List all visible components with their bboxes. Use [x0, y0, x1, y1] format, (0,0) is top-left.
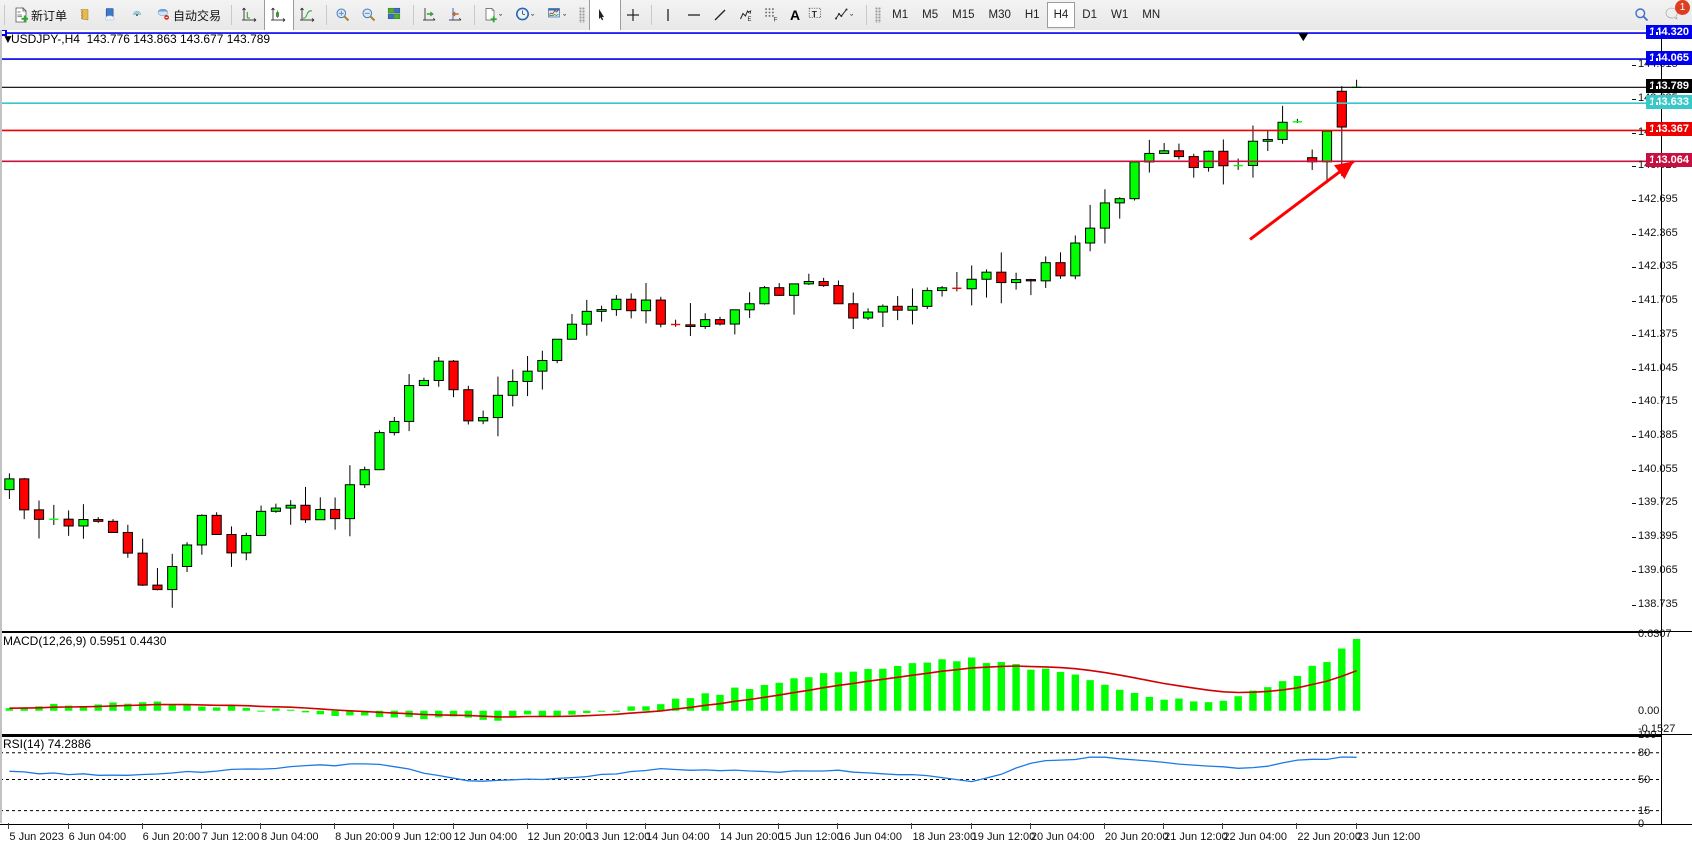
svg-text:F: F: [774, 18, 778, 24]
svg-text:T: T: [812, 9, 818, 19]
svg-text:E: E: [748, 17, 752, 23]
